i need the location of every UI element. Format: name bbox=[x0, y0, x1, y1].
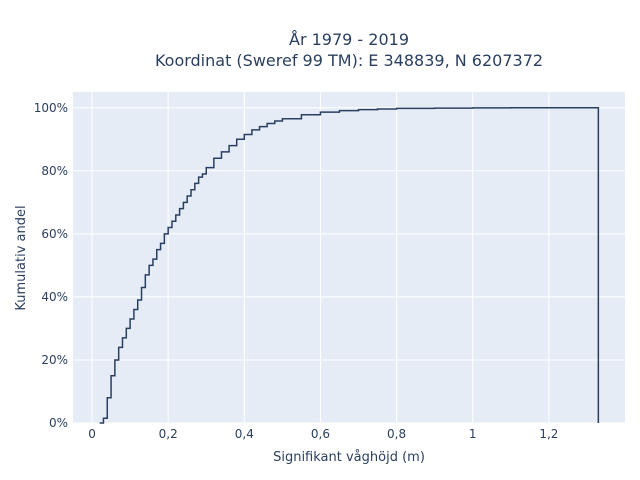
y-tick-label: 60% bbox=[41, 227, 68, 241]
y-axis-title: Kumulativ andel bbox=[14, 205, 29, 310]
x-tick-label: 0,8 bbox=[387, 427, 406, 441]
y-tick-label: 80% bbox=[41, 164, 68, 178]
x-tick-label: 1 bbox=[469, 427, 477, 441]
x-tick-label: 0 bbox=[88, 427, 96, 441]
plot-area bbox=[73, 92, 625, 423]
x-tick-label: 0,2 bbox=[159, 427, 178, 441]
x-tick-label: 0,4 bbox=[235, 427, 254, 441]
x-axis-title: Signifikant våghöjd (m) bbox=[273, 450, 425, 465]
y-tick-labels: 0% 20% 40% 60% 80% 100% bbox=[34, 101, 68, 430]
y-tick-label: 100% bbox=[34, 101, 68, 115]
y-tick-label: 20% bbox=[41, 353, 68, 367]
chart-title-line-2: Koordinat (Sweref 99 TM): E 348839, N 62… bbox=[155, 51, 543, 70]
x-tick-label: 0,6 bbox=[311, 427, 330, 441]
x-tick-label: 1,2 bbox=[539, 427, 558, 441]
x-tick-labels: 0 0,2 0,4 0,6 0,8 1 1,2 bbox=[88, 427, 558, 441]
chart-title-line-1: År 1979 - 2019 bbox=[289, 30, 409, 49]
cumulative-step-line bbox=[99, 107, 600, 424]
y-tick-label: 40% bbox=[41, 290, 68, 304]
data-series bbox=[99, 107, 600, 424]
y-tick-label: 0% bbox=[49, 416, 68, 430]
